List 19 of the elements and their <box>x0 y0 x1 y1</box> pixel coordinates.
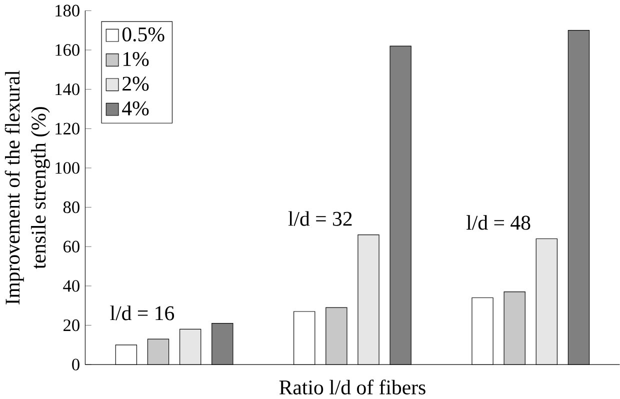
y-tick-label: 100 <box>56 162 80 174</box>
y-tick-label: 180 <box>56 4 80 16</box>
y-tick-label: 120 <box>56 122 80 134</box>
y-tick-label: 0 <box>72 358 80 370</box>
annotation: l/d = 16 <box>110 305 174 320</box>
legend-label: 4% <box>122 101 149 116</box>
y-tick-label: 80 <box>63 201 80 213</box>
y-tick-label: 140 <box>56 83 80 96</box>
x-axis-title: Ratio l/d of fibers <box>279 379 426 394</box>
legend-label: 2% <box>122 76 149 91</box>
y-tick-label: 160 <box>56 44 80 56</box>
legend-label: 0.5% <box>122 27 164 42</box>
annotation: l/d = 32 <box>288 211 352 226</box>
y-axis-title: Improvement of the flexural tensile strength (%) <box>4 70 50 304</box>
annotation: l/d = 48 <box>466 215 530 230</box>
y-tick-label: 40 <box>63 280 80 292</box>
y-tick-label: 20 <box>64 319 80 331</box>
legend-label: 1% <box>123 52 149 66</box>
y-tick-label: 60 <box>64 240 80 252</box>
